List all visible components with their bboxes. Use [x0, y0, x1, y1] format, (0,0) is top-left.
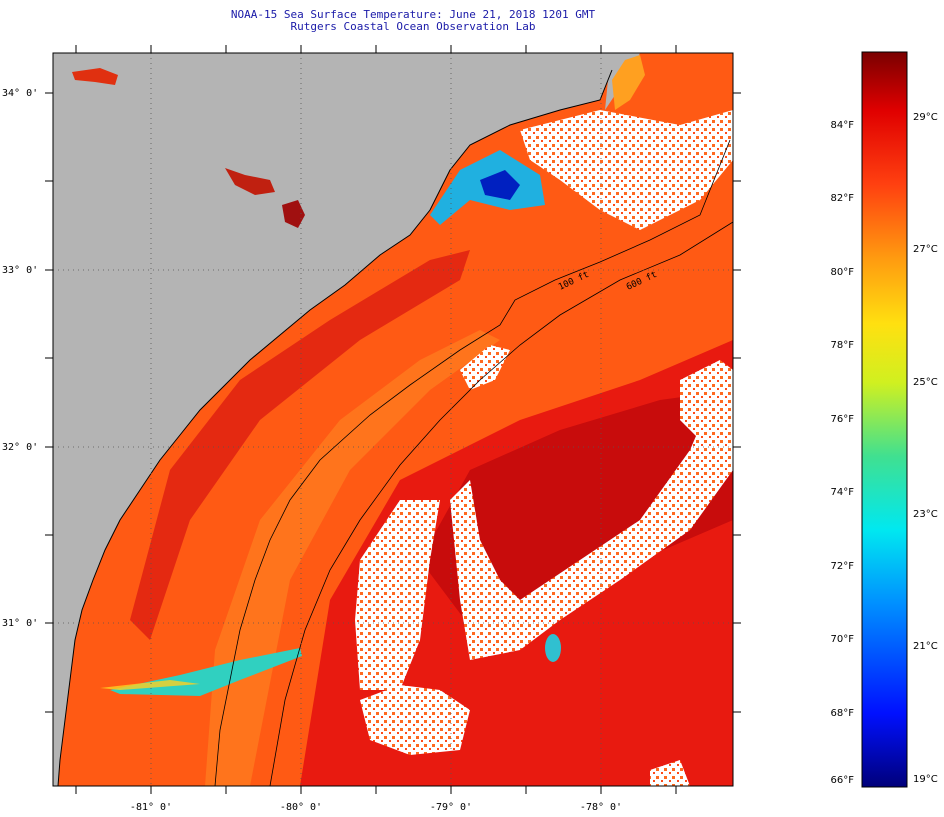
inland-water-north	[72, 68, 118, 85]
lat-label-32: 32° 0'	[2, 442, 38, 453]
map-frame	[52, 52, 734, 787]
nc-sound-water	[612, 55, 645, 110]
cool-eddy	[545, 634, 561, 662]
colorbar-label-f: 78°F	[830, 340, 854, 351]
colorbar	[861, 51, 908, 788]
colorbar-label-c: 27°C	[913, 244, 938, 256]
colorbar-label-f: 72°F	[830, 560, 854, 572]
cloud-mass-diagonal	[450, 380, 733, 660]
colorbar-label-f: 66°F	[830, 775, 854, 786]
inland-lake-moultrie	[225, 168, 275, 195]
colorbar-label-f: 76°F	[830, 413, 854, 425]
colorbar-label-f: 80°F	[830, 266, 854, 278]
lon-label-81: -81° 0'	[130, 802, 172, 813]
map-subtitle: Rutgers Coastal Ocean Observation Lab	[290, 20, 536, 33]
isobath-100ft	[214, 139, 731, 786]
colorbar-label-c: 29°C	[913, 112, 938, 124]
cloud-patch-mid	[460, 345, 510, 390]
lat-label-31: 31° 0'	[2, 618, 38, 629]
colorbar-label-f: 84°F	[830, 119, 854, 131]
cloud-patch-south	[360, 685, 470, 755]
colorbar-label-f: 74°F	[830, 487, 854, 498]
cloud-mass-northeast	[520, 110, 733, 230]
colorbar-label-f: 68°F	[830, 707, 854, 719]
colorbar-label-c: 21°C	[913, 641, 938, 653]
isobath-600ft	[269, 221, 733, 786]
cool-upwelling-core	[480, 170, 520, 200]
lat-label-33: 33° 0'	[2, 265, 38, 276]
cool-filament-core	[100, 680, 200, 690]
colorbar-label-c: 25°C	[913, 376, 938, 388]
lon-label-79: -79° 0'	[430, 802, 472, 813]
graticule	[53, 53, 733, 786]
lat-label-34: 34° 0'	[2, 88, 38, 99]
cloud-patch-southeast	[650, 760, 690, 786]
cloud-mass-east	[680, 360, 733, 440]
lon-label-80: -80° 0'	[280, 802, 322, 813]
cooler-nearshore-band	[205, 330, 500, 786]
cloud-mass-central	[355, 500, 440, 690]
colorbar-label-c: 23°C	[913, 509, 938, 521]
colorbar-label-f: 70°F	[830, 634, 854, 645]
colorbar-label-c: 19°C	[913, 773, 938, 785]
land-mainland	[53, 53, 612, 786]
coastline	[57, 69, 613, 786]
inland-lake-marion	[282, 200, 305, 228]
map-title: NOAA-15 Sea Surface Temperature: June 21…	[230, 8, 596, 21]
axis-ticks	[45, 45, 741, 794]
colorbar-label-f: 82°F	[830, 193, 854, 204]
map-area: 100 ft 600 ft	[53, 53, 733, 786]
warm-shelf-band	[130, 250, 470, 640]
lon-label-78: -78° 0'	[580, 802, 622, 813]
